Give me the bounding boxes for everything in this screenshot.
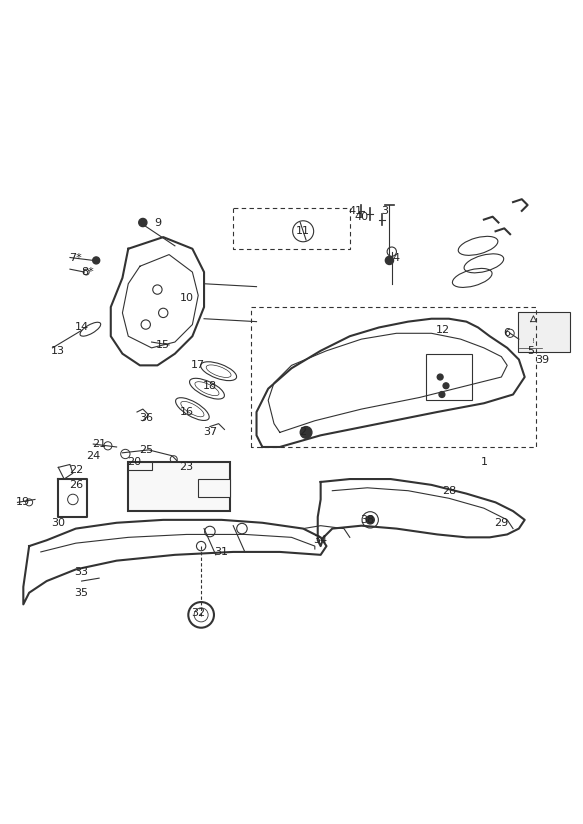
Text: 28: 28 — [442, 485, 456, 496]
Text: 5: 5 — [527, 346, 534, 356]
Text: 10: 10 — [180, 293, 194, 303]
Text: 33: 33 — [75, 568, 89, 578]
Text: 2: 2 — [300, 428, 307, 438]
Text: 38: 38 — [360, 515, 374, 525]
Text: 6: 6 — [504, 328, 511, 339]
Text: 1: 1 — [480, 456, 487, 466]
Text: 36: 36 — [139, 413, 153, 423]
Text: 30: 30 — [51, 517, 65, 527]
Text: 16: 16 — [180, 407, 194, 417]
Text: 4: 4 — [393, 252, 400, 263]
Circle shape — [437, 374, 443, 380]
Text: 3: 3 — [381, 206, 388, 216]
Circle shape — [366, 516, 374, 524]
Text: 26: 26 — [69, 480, 83, 490]
Text: 17: 17 — [191, 360, 205, 370]
Text: 21: 21 — [92, 439, 106, 449]
Text: 11: 11 — [296, 227, 310, 236]
Text: 22: 22 — [69, 466, 83, 475]
Text: 23: 23 — [180, 462, 194, 472]
FancyBboxPatch shape — [518, 311, 570, 352]
Text: 12: 12 — [436, 325, 450, 335]
Text: 40: 40 — [354, 212, 368, 222]
Text: !: ! — [532, 338, 535, 344]
Circle shape — [443, 383, 449, 389]
Bar — [426, 353, 472, 400]
Circle shape — [139, 218, 147, 227]
Circle shape — [300, 427, 312, 438]
Text: 7*: 7* — [69, 252, 82, 263]
Text: 32: 32 — [191, 608, 205, 618]
Text: 37: 37 — [203, 428, 217, 438]
Text: 34: 34 — [314, 536, 328, 545]
Text: 13: 13 — [51, 346, 65, 356]
Bar — [198, 479, 230, 497]
Text: 20: 20 — [127, 456, 141, 466]
Text: 39: 39 — [535, 354, 549, 364]
Text: 15: 15 — [156, 340, 170, 350]
Text: 18: 18 — [203, 381, 217, 391]
Circle shape — [93, 257, 100, 264]
Text: 9: 9 — [154, 218, 161, 227]
Text: 29: 29 — [494, 517, 508, 527]
Text: 35: 35 — [75, 588, 89, 597]
Bar — [128, 461, 152, 471]
Text: 14: 14 — [75, 322, 89, 332]
Circle shape — [385, 256, 394, 265]
Text: 19: 19 — [16, 498, 30, 508]
Text: 24: 24 — [86, 451, 100, 461]
Text: 41: 41 — [349, 206, 363, 216]
Bar — [128, 461, 230, 511]
Circle shape — [439, 391, 445, 397]
Text: 31: 31 — [215, 547, 229, 557]
Text: 8*: 8* — [81, 267, 94, 277]
Text: 25: 25 — [139, 445, 153, 455]
